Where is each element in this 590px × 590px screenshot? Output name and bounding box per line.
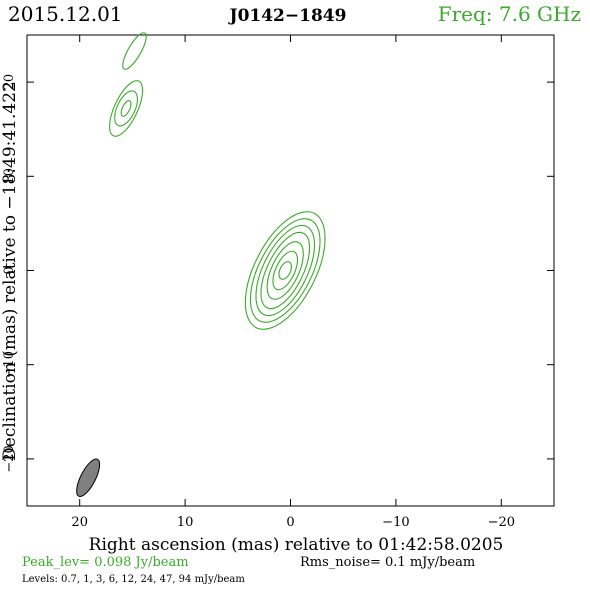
contour-ring-core <box>278 261 292 280</box>
contour-ring-core <box>260 231 311 310</box>
contour-map <box>109 32 326 330</box>
contour-ring-jet-knot <box>114 90 138 127</box>
contour-ring-core <box>249 218 321 323</box>
x-tick-label: 20 <box>71 515 88 530</box>
contour-ring-core <box>244 211 326 330</box>
x-tick-label: −20 <box>488 515 515 530</box>
y-tick-label: 20 <box>2 74 17 91</box>
x-tick-label: 0 <box>286 515 294 530</box>
contour-ring-core <box>266 241 304 300</box>
contour-ring-jet-knot <box>120 100 132 117</box>
source-name: J0142−1849 <box>228 6 347 26</box>
y-axis-label: Declination (mas) relative to −18:49:41.… <box>0 81 20 461</box>
contour-ring-core <box>272 250 299 291</box>
beam-ellipse <box>76 458 101 498</box>
frequency-label: Freq: 7.6 GHz <box>438 2 581 26</box>
beam-shape <box>76 458 101 498</box>
observation-date: 2015.12.01 <box>8 2 123 26</box>
x-tick-label: −10 <box>382 515 409 530</box>
contour-ring-jet-knot <box>109 80 144 137</box>
axis-ticks: 20 10 0 −10 −20 20 10 0 −10 −20 <box>2 35 554 530</box>
y-tick-label: −20 <box>2 445 17 472</box>
contour-levels-label: Levels: 0.7, 1, 3, 6, 12, 24, 47, 94 mJy… <box>22 574 245 585</box>
y-tick-label: 0 <box>2 266 17 274</box>
y-tick-label: 10 <box>2 168 17 185</box>
rms-noise-label: Rms_noise= 0.1 mJy/beam <box>300 555 475 570</box>
y-tick-label: −10 <box>2 351 17 378</box>
x-tick-label: 10 <box>177 515 194 530</box>
contour-ring-outer-knot <box>122 32 147 70</box>
contour-ring-core <box>255 224 316 317</box>
x-axis-label: Right ascension (mas) relative to 01:42:… <box>89 535 504 555</box>
peak-level-label: Peak_lev= 0.098 Jy/beam <box>22 555 189 570</box>
